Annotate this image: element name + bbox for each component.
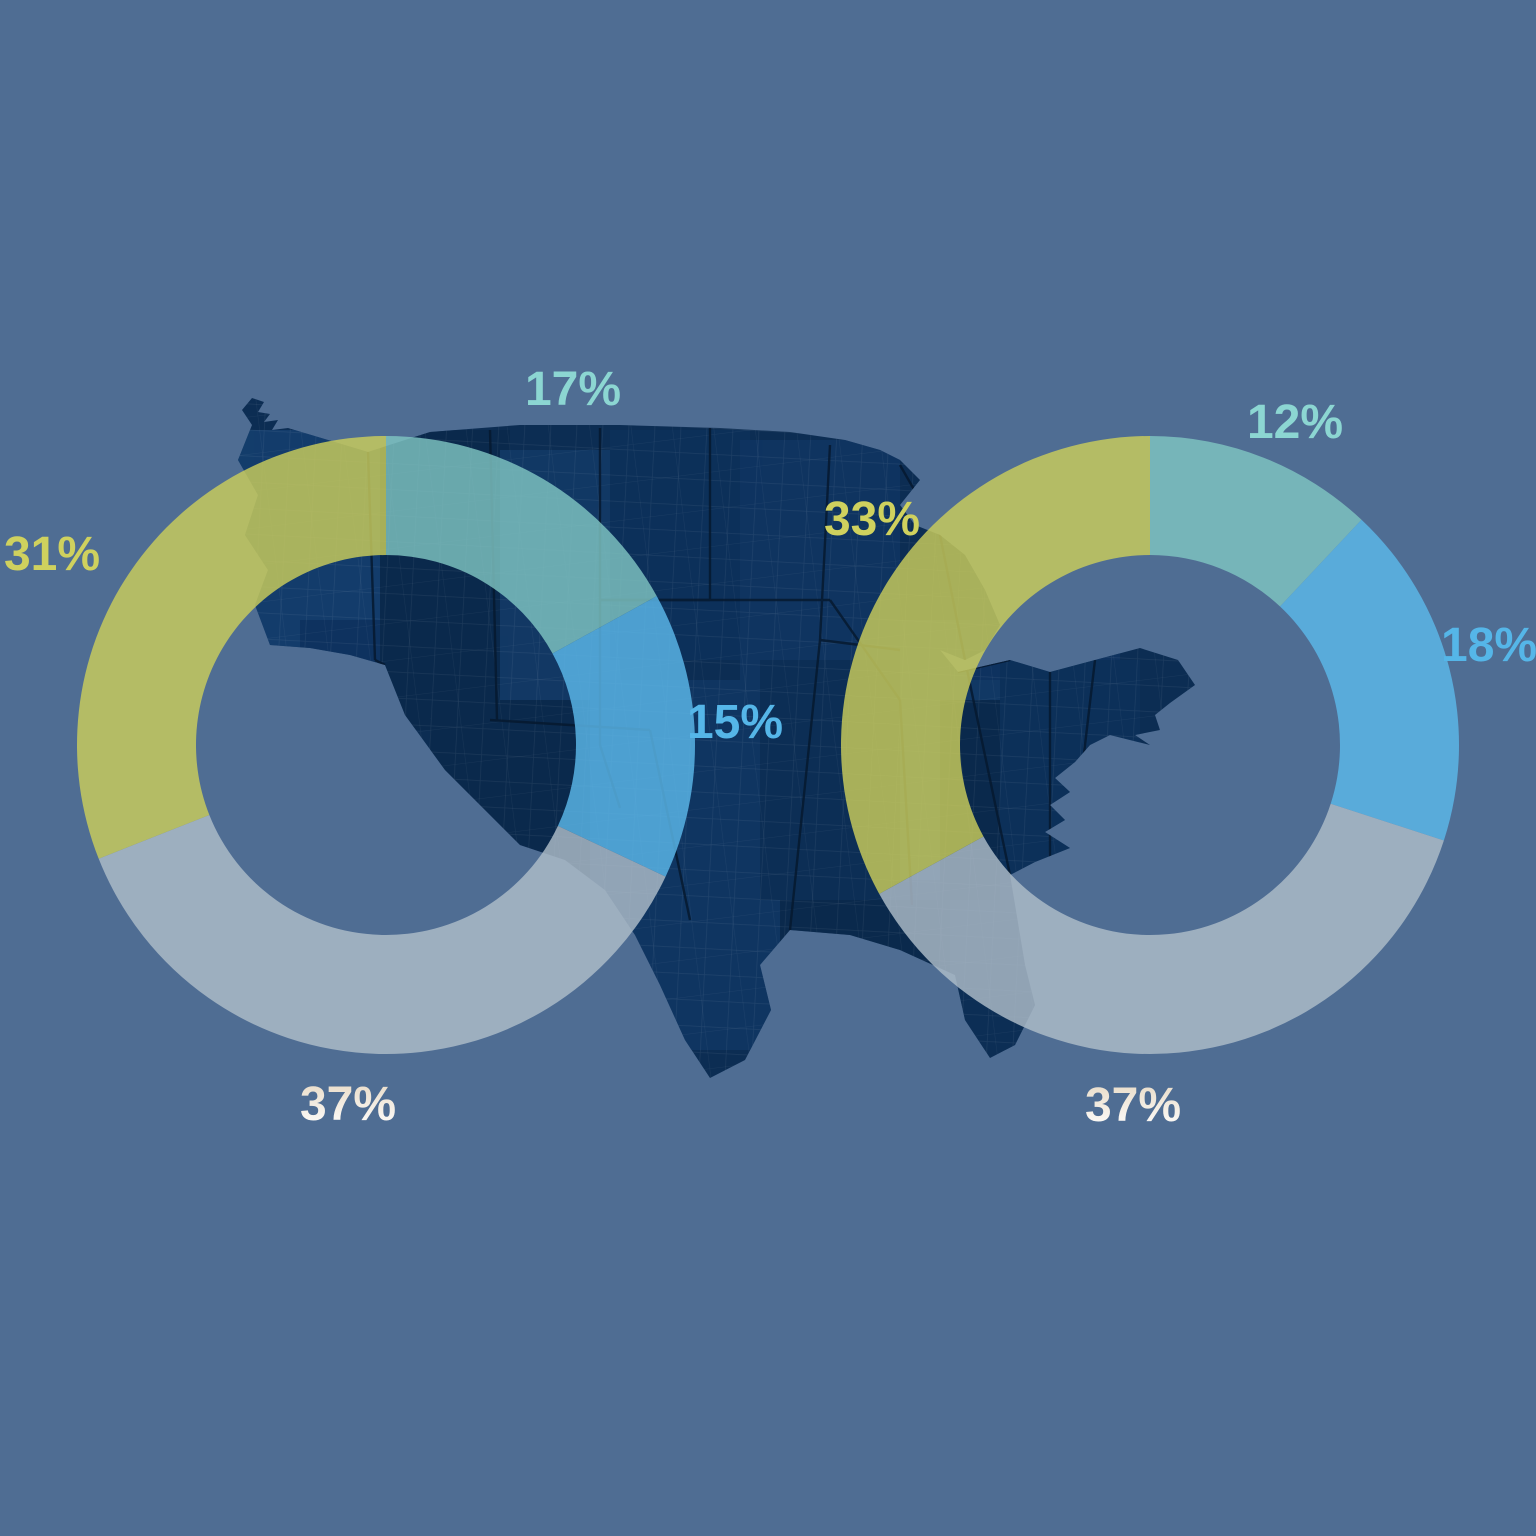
svg-text:37%: 37%: [1085, 1079, 1181, 1132]
svg-text:31%: 31%: [4, 528, 100, 581]
svg-text:15%: 15%: [687, 696, 783, 749]
svg-text:12%: 12%: [1247, 396, 1343, 449]
svg-text:17%: 17%: [525, 363, 621, 416]
svg-text:37%: 37%: [300, 1078, 396, 1131]
svg-text:33%: 33%: [824, 493, 920, 546]
svg-text:18%: 18%: [1441, 619, 1536, 672]
